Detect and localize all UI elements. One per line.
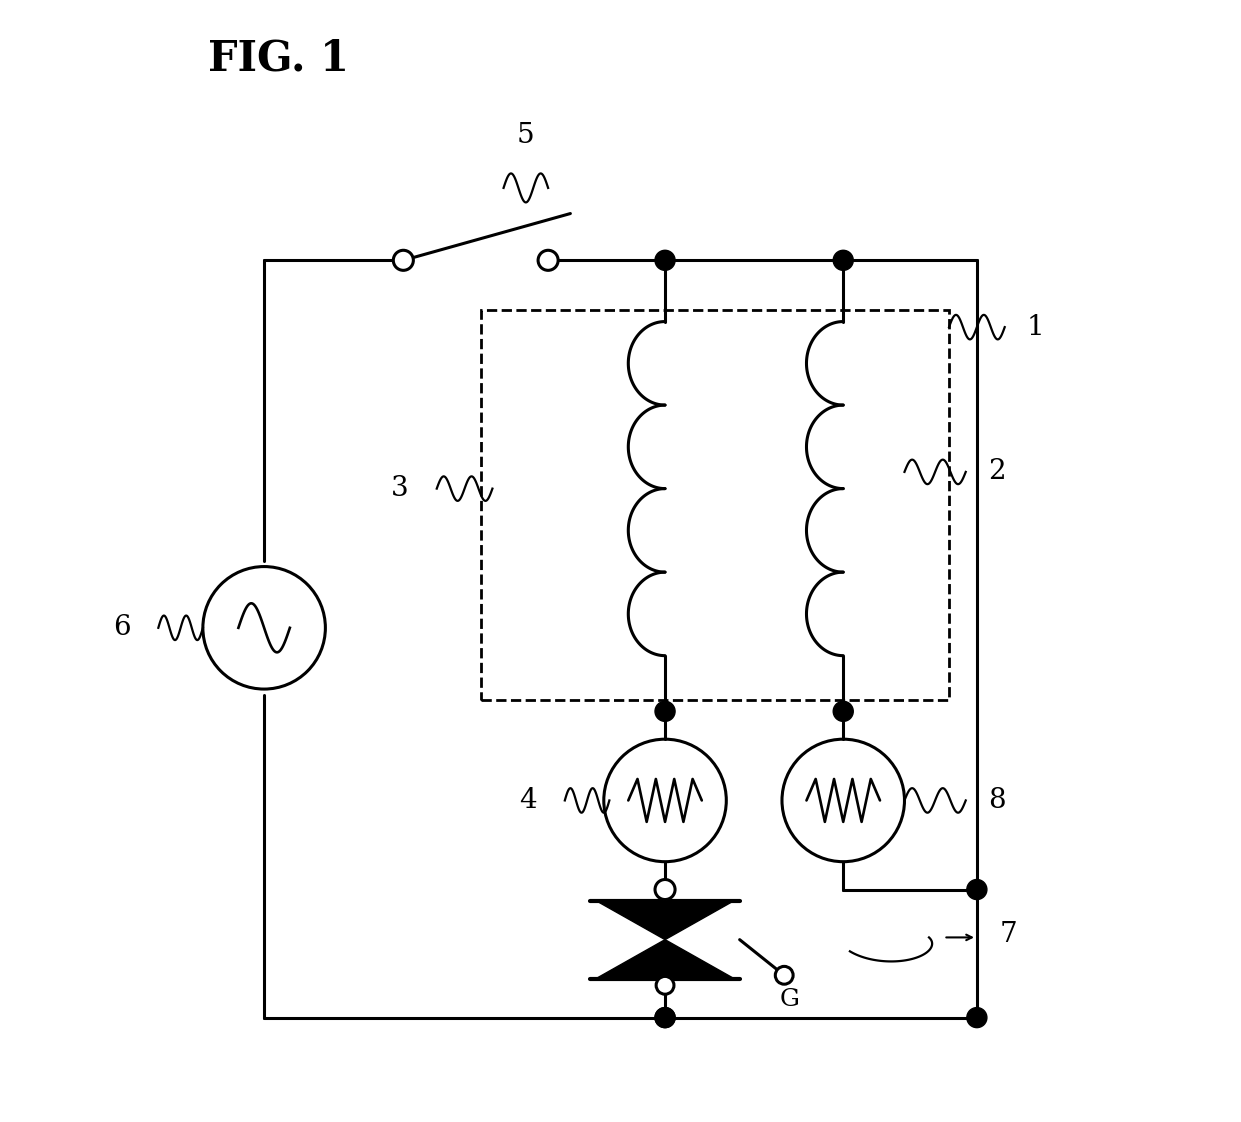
Text: 4: 4 (519, 787, 537, 813)
Polygon shape (596, 901, 735, 939)
Circle shape (655, 1008, 675, 1028)
Circle shape (655, 880, 675, 900)
Text: 5: 5 (517, 122, 535, 149)
Text: 7: 7 (999, 921, 1016, 948)
Circle shape (967, 1008, 987, 1028)
Circle shape (655, 250, 675, 270)
Circle shape (833, 701, 854, 721)
Circle shape (655, 701, 675, 721)
Circle shape (833, 250, 854, 270)
Bar (482, 311, 949, 700)
Circle shape (967, 880, 987, 900)
Text: 2: 2 (988, 459, 1005, 486)
Text: 3: 3 (391, 475, 408, 503)
Text: 6: 6 (113, 615, 130, 642)
Text: 1: 1 (1028, 314, 1045, 341)
Circle shape (776, 966, 793, 984)
Text: 8: 8 (988, 787, 1005, 813)
Text: FIG. 1: FIG. 1 (208, 38, 350, 80)
Circle shape (655, 1008, 675, 1028)
Circle shape (393, 250, 413, 270)
Circle shape (539, 250, 558, 270)
Circle shape (656, 976, 674, 994)
Polygon shape (596, 939, 735, 978)
Text: G: G (779, 988, 799, 1011)
